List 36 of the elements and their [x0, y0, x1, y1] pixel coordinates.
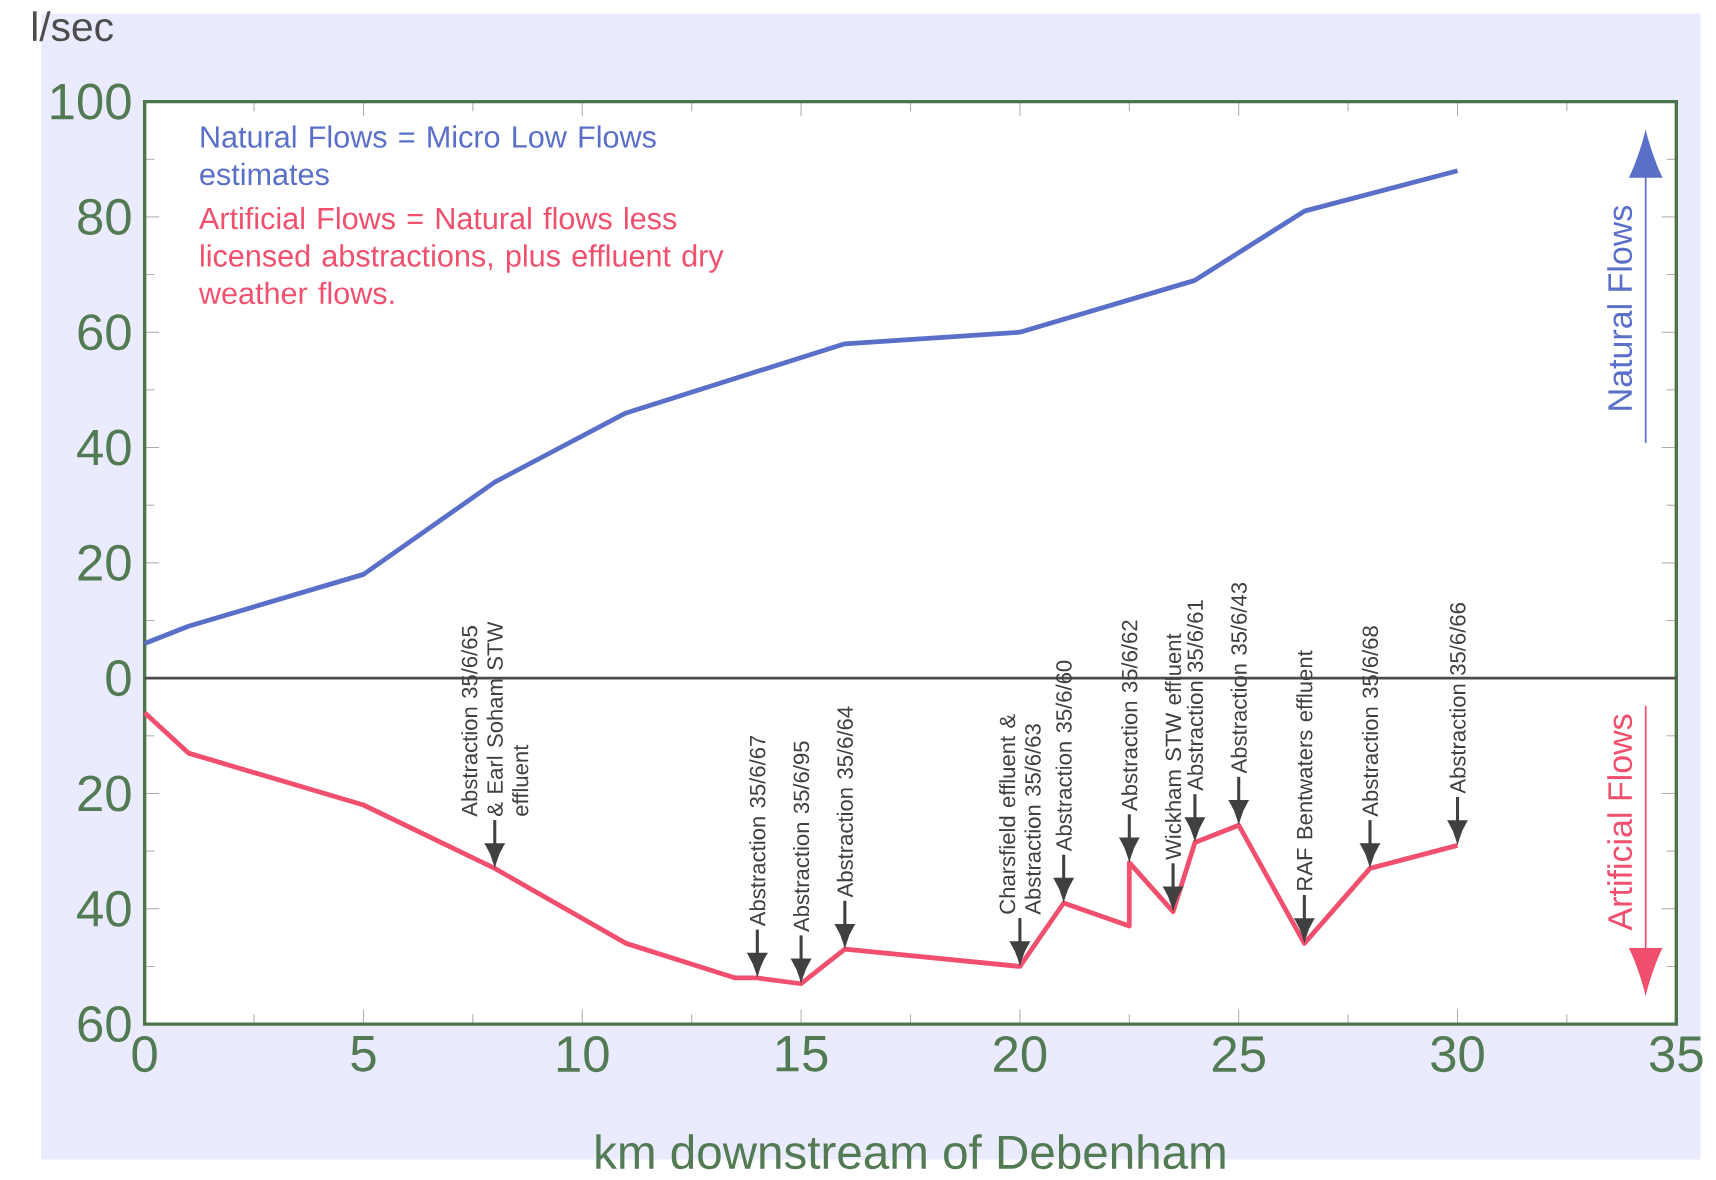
x-tick-label: 20 [994, 1035, 1047, 1072]
annotation: Abstraction 35/6/62 [1121, 620, 1138, 811]
y-tick-label: 40 [77, 429, 131, 466]
y-tick-label: 0 [106, 659, 131, 696]
x-tick-label: 0 [132, 1035, 157, 1072]
text: Natural Flows = Micro Low Flows estimates [200, 125, 656, 185]
annotation: Abstraction 35/6/95 [793, 741, 810, 932]
y-tick-label: 60 [78, 313, 131, 351]
annotation: RAF Bentwaters effluent [1296, 650, 1313, 890]
annotation: Abstraction 35/6/67 [749, 735, 766, 926]
annotation: Abstraction 35/6/64 [836, 706, 853, 898]
text: Artificial Flows = Natural flows less licensed abstractions, plus effluent dry weather flows. [198, 206, 724, 304]
x-tick-label: 35 [1649, 1035, 1703, 1072]
annotation: Abstraction 35/6/65 & Earl Soham STW effluent [461, 621, 529, 817]
y-tick-label: 80 [78, 198, 131, 235]
annotation: Abstraction 35/6/60 [1055, 660, 1072, 852]
x-tick-label: 10 [557, 1035, 609, 1072]
annotation: Abstraction 35/6/68 [1361, 625, 1379, 817]
annotation: Natural Flows [1607, 205, 1633, 410]
y-tick-label: 100 [51, 83, 131, 120]
annotation: Wickham STW effluent [1164, 633, 1182, 860]
x-tick-label: 15 [776, 1035, 828, 1072]
annotation: Abstraction 35/6/61 [1186, 600, 1204, 791]
x-tick-label: 25 [1212, 1035, 1265, 1072]
annotation: Abstraction 35/6/43 [1230, 582, 1247, 774]
y-tick-label: 60 [78, 1005, 131, 1042]
y-axis-title: l/sec [32, 11, 113, 42]
x-tick-label: 5 [351, 1035, 376, 1072]
y-tick-label: 40 [77, 890, 131, 927]
x-tick-label: 30 [1431, 1035, 1484, 1072]
y-tick-label: 20 [78, 775, 131, 812]
annotation: Charsfield effluent & Abstraction 35/6/63 [999, 713, 1041, 915]
annotation: Abstraction 35/6/66 [1449, 602, 1466, 794]
y-tick-label: 20 [78, 544, 131, 581]
annotation: Artificial Flows [1607, 714, 1633, 931]
x-axis-title: km downstream of Debenham [596, 1133, 1225, 1169]
